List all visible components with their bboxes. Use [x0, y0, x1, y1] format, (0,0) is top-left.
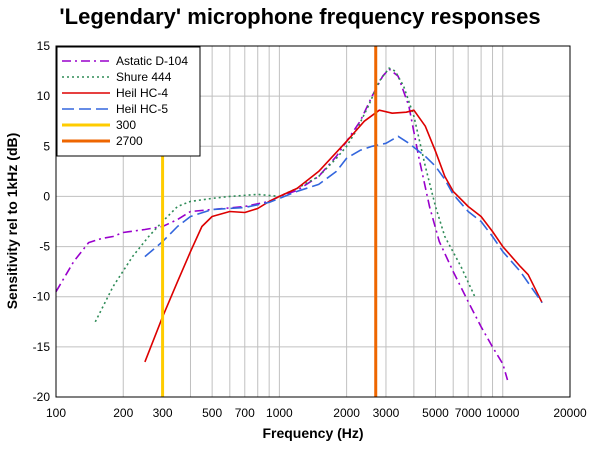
- series-line-shure-444: [94, 67, 476, 323]
- x-tick-label: 5000: [422, 406, 449, 420]
- y-axis-label: Sensitivity rel to 1kHz (dB): [4, 133, 20, 310]
- x-tick-label: 20000: [553, 406, 587, 420]
- x-tick-label: 700: [235, 406, 255, 420]
- plot-frame: [55, 45, 571, 398]
- x-tick-label: 200: [113, 406, 133, 420]
- x-axis-label: Frequency (Hz): [262, 425, 363, 441]
- y-tick-label: 10: [37, 89, 51, 103]
- y-tick-label: 0: [43, 189, 50, 203]
- x-tick-label: 2000: [333, 406, 360, 420]
- legend-label-heil-hc-4: Heil HC-4: [116, 86, 168, 100]
- legend-label-300: 300: [116, 118, 136, 132]
- legend-label-astatic-d-104: Astatic D-104: [116, 54, 188, 68]
- x-tick-label: 100: [46, 406, 66, 420]
- y-tick-label: -10: [33, 290, 51, 304]
- x-tick-label: 10000: [486, 406, 520, 420]
- y-tick-label: 15: [37, 39, 51, 53]
- legend-box: [56, 46, 201, 157]
- x-tick-label: 1000: [266, 406, 293, 420]
- x-tick-label: 7000: [455, 406, 482, 420]
- y-tick-label: -5: [39, 240, 50, 254]
- y-tick-label: 5: [43, 139, 50, 153]
- y-tick-label: -15: [33, 340, 51, 354]
- y-tick-label: -20: [33, 390, 51, 404]
- legend-label-heil-hc-5: Heil HC-5: [116, 102, 168, 116]
- x-tick-label: 3000: [373, 406, 400, 420]
- legend-label-2700: 2700: [116, 134, 143, 148]
- series-line-heil-hc-5: [144, 135, 543, 304]
- y-tick-labels: 15 10 5 0 -5 -10 -15 -20: [33, 39, 51, 404]
- series-line-astatic-d-104: [55, 68, 509, 381]
- series-line-heil-hc-4: [144, 109, 543, 363]
- legend: Astatic D-104 Shure 444 Heil HC-4 Heil HC-5…: [56, 46, 201, 157]
- x-tick-label: 300: [153, 406, 173, 420]
- legend-label-shure-444: Shure 444: [116, 70, 172, 84]
- x-tick-label: 500: [202, 406, 222, 420]
- x-tick-labels: 100 200 300 500 700 1000 2000 3000 5000 7000 10000…: [46, 406, 587, 420]
- chart-title: 'Legendary' microphone frequency respons…: [59, 4, 540, 29]
- grid: [56, 46, 570, 397]
